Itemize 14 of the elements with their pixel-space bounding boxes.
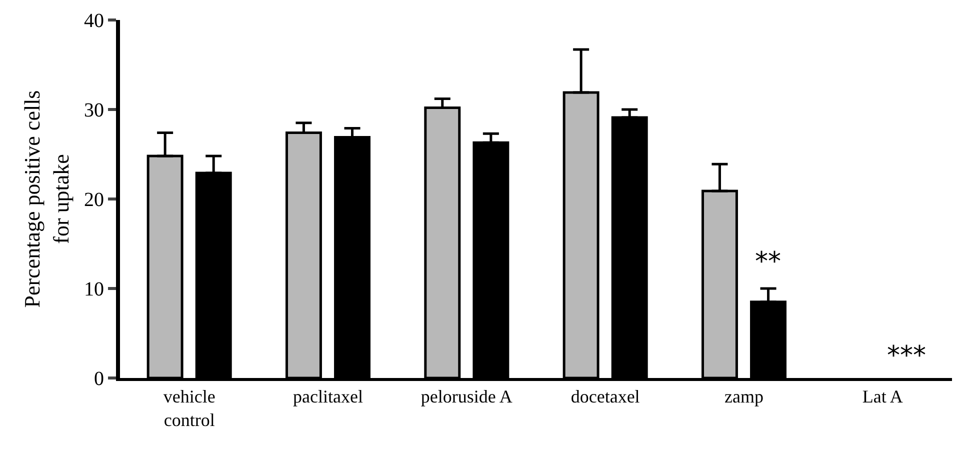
annotation: *** — [887, 341, 926, 371]
y-tick-label: 20 — [84, 189, 104, 211]
annotation: ** — [755, 247, 781, 277]
y-tick-label: 10 — [84, 278, 104, 300]
x-tick-label: zamp — [724, 386, 764, 407]
y-tick-label: 40 — [84, 10, 104, 32]
x-tick-label: vehicle control — [163, 386, 216, 430]
y-tick-label: 30 — [84, 100, 104, 122]
y-tick-label: 0 — [94, 368, 104, 390]
x-tick-label: Lat A — [862, 386, 903, 407]
x-tick-label: peloruside A — [420, 386, 512, 407]
x-tick-label: docetaxel — [570, 386, 640, 407]
y-axis-title: Percentage positive cells for uptake — [20, 90, 74, 308]
x-tick-label: paclitaxel — [293, 386, 363, 407]
